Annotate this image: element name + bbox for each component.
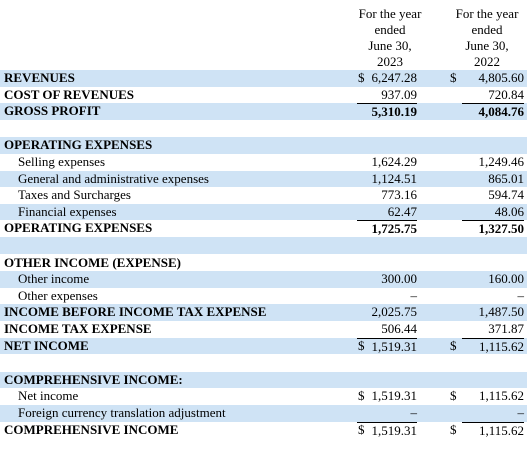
statement-row: INCOME TAX EXPENSE 506.44 371.87 (0, 321, 527, 338)
statement-row: OPERATING EXPENSES (0, 137, 527, 154)
row-label: Other income (18, 271, 90, 287)
amount: 371.87 (488, 321, 524, 336)
row-label: Other expenses (18, 287, 98, 303)
amount: 937.09 (381, 86, 417, 102)
amount: 62.47 (387, 203, 417, 219)
amount: 2,025.75 (371, 304, 418, 320)
statement-row: Other income 300.00 160.00 (0, 271, 527, 288)
blank-row (0, 354, 527, 371)
blank-row (0, 120, 527, 137)
amount: 6,247.28 (371, 70, 418, 85)
column-header: ended (471, 22, 503, 37)
amount: – (410, 405, 418, 420)
amount: – (410, 287, 418, 303)
amount: 4,805.60 (478, 70, 525, 85)
amount: 1,519.31 (371, 388, 418, 404)
column-header: June 30, (465, 38, 509, 53)
statement-row: Net income $1,519.31 $1,115.62 (0, 388, 527, 405)
amount: 1,725.75 (357, 220, 417, 238)
statement-row: OTHER INCOME (EXPENSE) (0, 255, 527, 272)
amount: 1,249.46 (478, 154, 525, 169)
row-label: Taxes and Surcharges (18, 187, 131, 203)
statement-row: COST OF REVENUES 937.09 720.84 (0, 87, 527, 104)
row-label: Net income (18, 388, 79, 404)
amount: 1,115.62 (462, 421, 524, 440)
amount: 1,624.29 (371, 154, 418, 169)
column-header: 2022 (474, 54, 500, 69)
amount: 773.16 (381, 187, 417, 203)
currency-sign: $ (450, 70, 457, 85)
statement-row: REVENUES $6,247.28 $4,805.60 (0, 70, 527, 87)
row-label: COMPREHENSIVE INCOME: (4, 371, 183, 387)
amount: 1,519.31 (357, 337, 417, 356)
amount: 160.00 (488, 271, 524, 287)
column-header: For the year (455, 6, 519, 21)
currency-sign: $ (358, 337, 365, 353)
blank-row (0, 237, 527, 254)
statement-row: Selling expenses 1,624.29 1,249.46 (0, 154, 527, 171)
amount: 720.84 (488, 86, 524, 102)
row-label: NET INCOME (4, 337, 89, 353)
row-label: COMPREHENSIVE INCOME (4, 421, 179, 437)
amount: 48.06 (494, 203, 524, 219)
amount: 1,115.62 (478, 388, 524, 404)
amount: 1,327.50 (462, 220, 524, 238)
column-header: ended (374, 22, 406, 37)
statement-row: Financial expenses 62.47 48.06 (0, 203, 527, 221)
amount: 4,084.76 (462, 103, 524, 121)
amount: 506.44 (381, 321, 417, 336)
amount: 1,519.31 (357, 421, 417, 440)
amount: 300.00 (381, 271, 417, 287)
row-label: Selling expenses (18, 154, 106, 169)
amount: 594.74 (488, 187, 524, 203)
amount: 1,115.62 (462, 337, 524, 356)
currency-sign: $ (450, 421, 457, 437)
amount: 5,310.19 (357, 103, 417, 121)
statement-row: NET INCOME $1,519.31 $1,115.62 (0, 337, 527, 356)
amount: – (517, 287, 525, 303)
amount: 1,487.50 (478, 304, 525, 320)
row-label: INCOME TAX EXPENSE (4, 321, 152, 336)
column-header: For the year (358, 6, 422, 21)
row-label: General and administrative expenses (18, 170, 209, 186)
amount: 865.01 (488, 170, 524, 186)
amount: – (517, 405, 525, 420)
row-label: OPERATING EXPENSES (4, 137, 153, 153)
statement-row: Taxes and Surcharges 773.16 594.74 (0, 187, 527, 204)
statement-row: INCOME BEFORE INCOME TAX EXPENSE 2,025.75… (0, 304, 527, 321)
row-label: Financial expenses (18, 203, 117, 219)
currency-sign: $ (450, 388, 457, 404)
currency-sign: $ (358, 70, 365, 85)
currency-sign: $ (450, 337, 457, 353)
row-label: COST OF REVENUES (4, 86, 135, 102)
row-label: INCOME BEFORE INCOME TAX EXPENSE (4, 304, 267, 320)
currency-sign: $ (358, 421, 365, 437)
statement-row: GROSS PROFIT 5,310.19 4,084.76 (0, 103, 527, 120)
statement-row: COMPREHENSIVE INCOME $1,519.31 $1,115.62 (0, 421, 527, 440)
amount: 1,124.51 (371, 170, 418, 186)
statement-row: COMPREHENSIVE INCOME: (0, 371, 527, 389)
column-header: June 30, (368, 38, 412, 53)
statement-row: OPERATING EXPENSES 1,725.75 1,327.50 (0, 220, 527, 237)
currency-sign: $ (358, 388, 365, 404)
statement-row: Other expenses – – (0, 288, 527, 305)
row-label: OTHER INCOME (EXPENSE) (4, 254, 181, 270)
statement-row: General and administrative expenses 1,124… (0, 170, 527, 188)
row-label: GROSS PROFIT (4, 103, 101, 119)
row-label: REVENUES (4, 70, 75, 85)
column-header: 2023 (377, 54, 403, 69)
statement-row: Foreign currency translation adjustment –… (0, 405, 527, 422)
row-label: Foreign currency translation adjustment (18, 405, 226, 420)
row-label: OPERATING EXPENSES (4, 220, 153, 236)
